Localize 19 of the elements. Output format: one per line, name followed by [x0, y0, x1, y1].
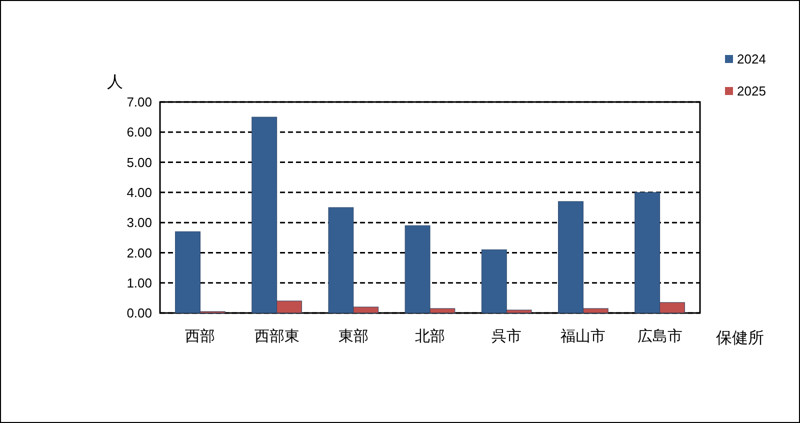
y-tick-label: 4.00	[126, 184, 152, 200]
y-tick-label: 6.00	[126, 124, 152, 140]
x-tick-label: 西部	[185, 328, 216, 345]
legend-label: 2025	[737, 84, 766, 99]
x-tick-label: 東部	[338, 328, 368, 345]
y-tick-label: 3.00	[126, 215, 152, 230]
x-axis-title: 保健所	[716, 329, 764, 347]
y-tick-label: 7.00	[126, 94, 152, 110]
x-tick-label: 広島市	[637, 328, 682, 345]
x-tick-label: 北部	[415, 328, 445, 345]
y-tick-label: 5.00	[126, 154, 152, 170]
x-tick-label: 西部東	[254, 328, 300, 345]
y-tick-label: 1.00	[126, 275, 152, 290]
y-tick-label: 2.00	[126, 245, 152, 260]
y-axis-title: 人	[107, 74, 123, 91]
x-tick-label: 呉市	[492, 328, 522, 345]
legend-label: 2024	[737, 52, 766, 67]
x-tick-label: 福山市	[560, 328, 606, 345]
y-tick-label: 0.00	[126, 306, 152, 321]
